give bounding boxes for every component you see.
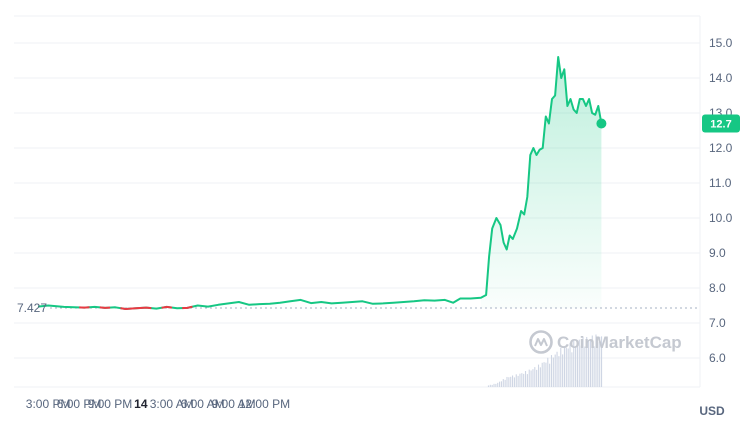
x-tick-label: 6:00 AM (181, 397, 225, 411)
volume-bar (582, 336, 584, 387)
volume-bar (499, 381, 501, 387)
volume-bar (599, 336, 601, 387)
volume-bar (502, 379, 504, 387)
volume-bar (493, 383, 495, 387)
volume-bar (487, 385, 490, 387)
volume-bar (593, 346, 595, 387)
volume-bar (536, 369, 538, 387)
volume-bar (532, 369, 534, 387)
volume-bar (573, 340, 575, 387)
volume-bar (504, 379, 506, 387)
y-tick-label: 7.0 (709, 316, 726, 330)
volume-bar (523, 373, 525, 387)
volume-bar (584, 346, 586, 387)
y-tick-label: 8.0 (709, 281, 726, 295)
volume-bar (512, 375, 514, 387)
price-area (480, 57, 602, 309)
price-series-line (37, 56, 603, 310)
volume-bar (560, 348, 562, 387)
volume-bar (524, 371, 527, 387)
volume-bar (495, 383, 497, 387)
x-axis: 3:00 PM6:00 PM9:00 PM 14 3:00 AM6:00 AM9:0… (26, 397, 290, 411)
coinmarketcap-logo: CoinMarketCap (529, 330, 682, 354)
volume-bar (558, 356, 560, 387)
volume-bar (543, 362, 545, 387)
volume-bar (569, 342, 571, 387)
volume-bar (534, 367, 536, 387)
volume-bar (588, 339, 590, 387)
volume-bar (586, 336, 588, 387)
volume-bar (539, 367, 541, 387)
volume-bar (578, 339, 580, 387)
y-tick-label: 12.0 (709, 141, 733, 155)
volume-bar (515, 374, 517, 387)
volume-bar (589, 340, 591, 387)
volume-bar (510, 376, 512, 387)
volume-bar (491, 384, 493, 387)
volume-bar (600, 336, 603, 387)
open-price-label: 7.427 (17, 301, 47, 315)
x-tick-label: 3:00 PM (26, 397, 71, 411)
volume-bar (537, 364, 540, 387)
volume-bar (563, 346, 566, 387)
volume-bar (526, 374, 528, 387)
y-tick-label: 6.0 (709, 351, 726, 365)
volume-bar (580, 345, 582, 387)
x-tick-label: 12:00 PM (239, 397, 290, 411)
price-series-down-segment (120, 306, 152, 311)
volume-bar (547, 357, 549, 387)
volume-bar (521, 373, 523, 387)
volume-bar (576, 341, 578, 387)
watermark-text: CoinMarketCap (557, 333, 682, 352)
volume-bar (562, 354, 564, 387)
currency-unit-label: USD (699, 404, 725, 418)
volume-bar (497, 382, 499, 387)
volume-bar (591, 335, 593, 387)
volume-bar (508, 377, 510, 387)
volume-bars (487, 334, 603, 387)
price-series-down-segment (161, 305, 173, 309)
current-price-dot (596, 118, 607, 129)
volume-bar (556, 351, 558, 387)
grid-lines (14, 15, 701, 388)
volume-bar (541, 362, 543, 387)
y-tick-label: 14.0 (709, 71, 733, 85)
volume-bar (513, 377, 515, 387)
volume-bar (506, 376, 508, 387)
x-tick-label: 9:00 AM (212, 397, 256, 411)
volume-bar (571, 352, 573, 387)
current-price-label: 12.7 (710, 119, 731, 131)
volume-bar (552, 357, 554, 387)
x-tick-label: 9:00 PM (88, 397, 133, 411)
y-tick-label: 15.0 (709, 36, 733, 50)
volume-bar (595, 334, 597, 387)
volume-bar (500, 381, 502, 387)
volume-bar (530, 370, 532, 387)
price-series-down-segment (99, 306, 111, 309)
volume-bar (550, 355, 553, 387)
current-price-badge (702, 114, 740, 133)
y-axis: 15.014.013.012.011.010.09.08.07.06.0 (709, 36, 733, 365)
x-tick-label: 14 (134, 397, 148, 411)
price-series-down-segment (182, 305, 193, 310)
volume-bar (554, 354, 556, 387)
volume-bar (597, 342, 599, 387)
volume-bar (575, 345, 577, 387)
volume-bar (545, 362, 547, 387)
volume-bar (565, 347, 567, 387)
y-tick-label: 9.0 (709, 246, 726, 260)
volume-bar (489, 384, 491, 387)
volume-bar (517, 375, 519, 387)
y-tick-label: 10.0 (709, 211, 733, 225)
x-tick-label: 6:00 PM (57, 397, 102, 411)
price-area-fill (480, 57, 602, 309)
volume-bar (528, 369, 530, 387)
volume-bar (519, 373, 521, 387)
volume-bar (567, 348, 569, 387)
volume-bar (549, 363, 551, 387)
x-tick-label: 3:00 AM (150, 397, 194, 411)
y-tick-label: 11.0 (709, 176, 732, 190)
price-line (37, 56, 603, 311)
